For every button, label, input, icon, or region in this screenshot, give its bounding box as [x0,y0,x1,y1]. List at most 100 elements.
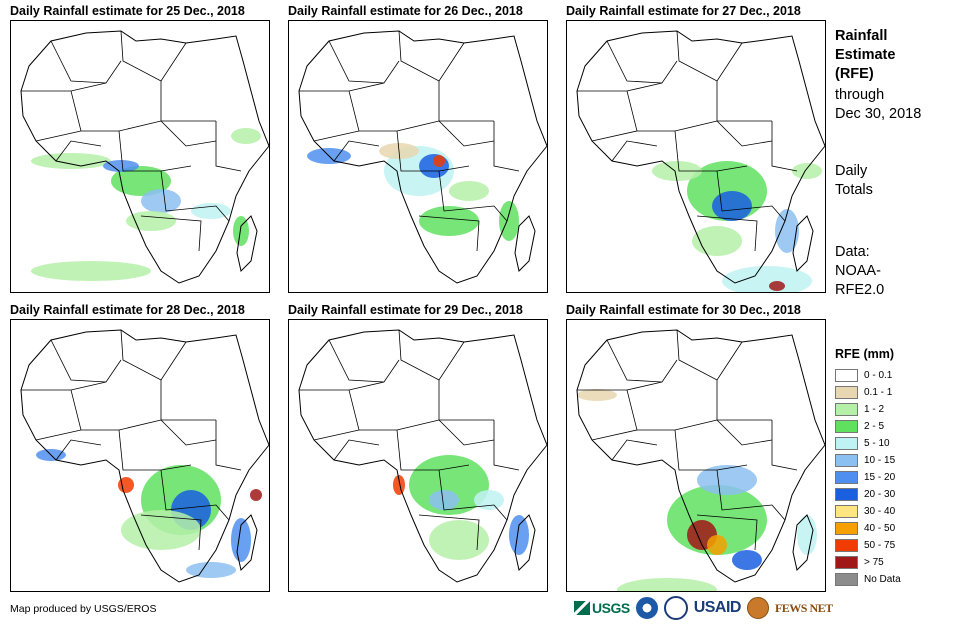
rainfall-area [419,154,449,178]
legend-item: 0.1 - 1 [835,384,901,401]
legend-label: 2 - 5 [864,421,885,432]
rainfall-area [250,489,262,501]
rainfall-area [141,189,181,213]
legend-swatch [835,437,858,450]
rainfall-area [103,160,139,172]
legend-swatch [835,454,858,467]
country-border [140,514,202,551]
africa-landmass [21,31,269,283]
usaid-seal-icon [663,596,688,620]
country-border [438,419,495,446]
legend-item: 20 - 30 [835,486,901,503]
country-border [50,339,122,383]
legend-swatch [835,522,858,535]
country-border [70,389,82,431]
legend-label: 1 - 2 [864,404,885,415]
rainfall-area [652,161,702,181]
country-border [438,170,508,222]
rainfall-map [566,319,826,592]
country-border [493,121,520,172]
legend-label: 50 - 75 [864,540,896,551]
africa-landmass [299,330,547,582]
country-border [348,90,360,132]
fewsnet-logo: FEWS NET [774,600,833,615]
legend-label: 10 - 15 [864,455,896,466]
rainfall-area [577,389,617,401]
madagascar-outline [236,514,258,571]
legend-item: 2 - 5 [835,418,901,435]
country-border [348,389,360,431]
legend-swatch [835,369,858,382]
rainfall-area [231,128,261,144]
country-border [771,420,798,471]
country-border [215,420,242,471]
country-border [160,120,217,147]
country-border [626,90,638,132]
usgs-wave-icon [574,601,590,615]
rainfall-map [10,319,270,592]
rainfall-area [499,201,519,241]
data-label: Data: [835,244,870,260]
rainfall-area [769,281,785,291]
country-border [140,215,202,252]
africa-landmass [577,31,825,283]
rainfall-area [792,163,822,179]
legend-label: 20 - 30 [864,489,896,500]
madagascar-outline [236,215,258,272]
legend-item: 10 - 15 [835,452,901,469]
rainfall-area [121,510,201,550]
country-border [333,140,380,162]
rfe-legend: RFE (mm) 0 - 0.1 0.1 - 1 1 - 2 2 - 5 5 - 10 1… [835,347,901,588]
panel-title: Daily Rainfall estimate for 25 Dec., 201… [10,4,245,18]
legend-heading: Rainfall Estimate (RFE) [835,27,895,84]
africa-map-svg [20,329,269,583]
panel-title: Daily Rainfall estimate for 26 Dec., 201… [288,4,523,18]
coastline [20,30,269,284]
rainfall-area [697,465,757,495]
legend-title: RFE (mm) [835,347,895,361]
panel-title: Daily Rainfall estimate for 30 Dec., 201… [566,303,801,317]
map-panel-27-dec: Daily Rainfall estimate for 27 Dec., 201… [566,3,831,293]
legend-item: 5 - 10 [835,435,901,452]
rainfall-area [474,490,504,510]
madagascar-outline [514,514,536,571]
usgs-logo: USGS [574,600,630,616]
country-border [611,439,658,461]
madagascar-outline [792,514,814,571]
africa-map-svg [576,30,825,292]
heading-line: (RFE) [835,66,874,82]
noaa-logo-icon [635,597,658,619]
fewsnet-globe-icon [746,597,769,619]
rainfall-area [111,166,171,196]
country-border [771,121,798,172]
source-line-1: NOAA- [835,263,881,279]
legend-item: 1 - 2 [835,401,901,418]
legend-item: 40 - 50 [835,520,901,537]
heading-line: Rainfall [835,28,888,44]
country-border [70,90,82,132]
country-border [611,140,658,162]
country-border [313,120,440,142]
through-date: through Dec 30, 2018 [835,86,921,124]
country-border [676,30,743,82]
country-border [333,439,380,461]
rainfall-area [186,562,236,578]
legend-label: 0 - 0.1 [864,370,893,381]
legend-swatch [835,488,858,501]
legend-label: No Data [864,574,901,585]
country-border [716,469,786,521]
country-border [396,130,470,172]
map-panel-26-dec: Daily Rainfall estimate for 26 Dec., 201… [288,3,553,293]
heading-line: Estimate [835,47,896,63]
country-border [55,140,102,162]
africa-map-svg [298,30,547,284]
legend-item: > 75 [835,554,901,571]
country-border [396,429,470,471]
rainfall-area [433,155,445,167]
country-border [493,420,520,471]
country-border [35,419,162,441]
data-source: Data: NOAA- RFE2.0 [835,243,884,300]
rainfall-area [31,153,111,169]
country-border [418,514,480,551]
legend-label: 15 - 20 [864,472,896,483]
